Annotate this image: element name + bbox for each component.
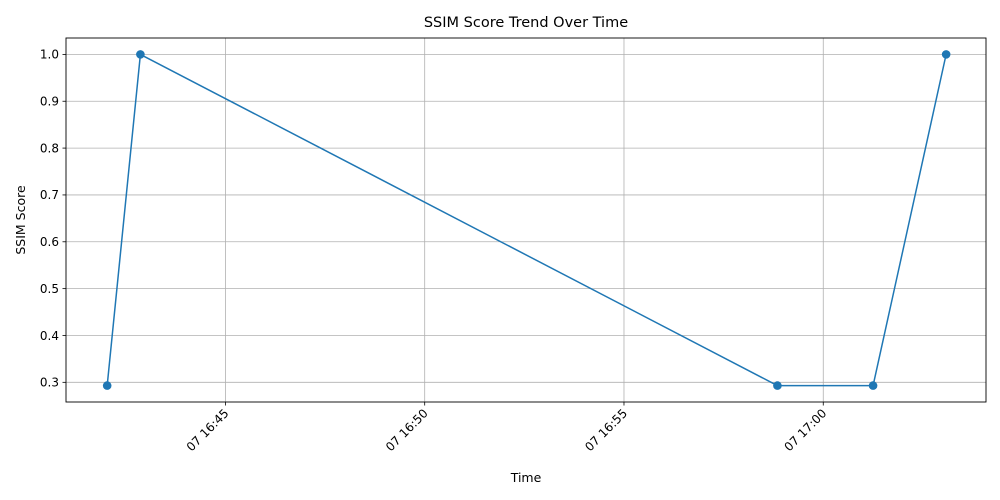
plot-frame <box>65 37 987 403</box>
x-axis-label: Time <box>510 470 542 485</box>
data-point <box>941 50 951 59</box>
data-point <box>868 381 878 390</box>
series-group <box>102 50 951 390</box>
y-tick-label: 0.9 <box>40 95 59 109</box>
y-tick-label: 0.4 <box>40 329 59 343</box>
y-axis-label: SSIM Score <box>13 185 28 255</box>
y-axis-ticks: 0.3 0.4 0.5 0.6 0.7 0.8 0.9 1.0 <box>40 48 66 390</box>
y-tick-label: 0.6 <box>40 235 59 249</box>
chart-title: SSIM Score Trend Over Time <box>424 15 628 31</box>
grid-lines <box>66 38 986 402</box>
y-tick-label: 0.7 <box>40 188 59 202</box>
data-point <box>773 381 782 390</box>
y-tick-label: 0.8 <box>40 141 59 155</box>
y-tick-label: 0.5 <box>40 282 59 296</box>
data-point <box>136 50 145 59</box>
data-point <box>102 381 112 390</box>
y-tick-label: 0.3 <box>40 376 59 390</box>
y-tick-label: 1.0 <box>40 48 59 62</box>
